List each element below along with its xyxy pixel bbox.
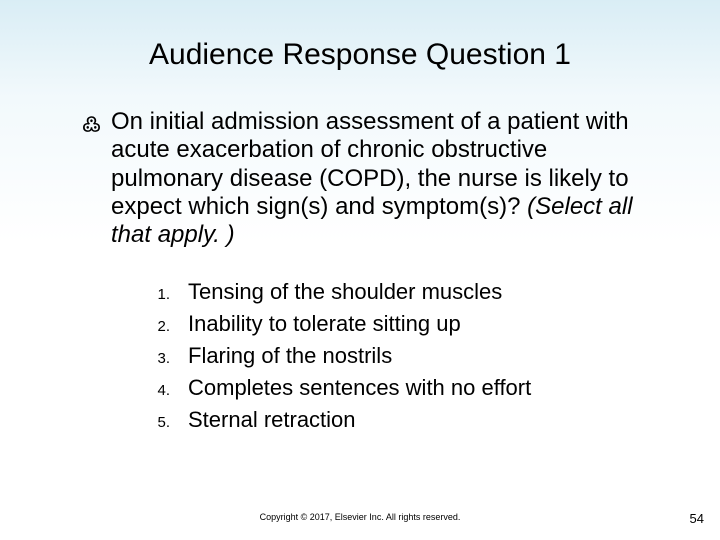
option-text: Completes sentences with no effort	[188, 374, 531, 402]
option-number: 1.	[138, 286, 170, 303]
question-text: On initial admission assessment of a pat…	[111, 108, 660, 250]
list-item: 1. Tensing of the shoulder muscles	[138, 278, 720, 306]
page-number: 54	[690, 511, 704, 526]
question-block: ߷ On initial admission assessment of a p…	[0, 108, 720, 250]
option-number: 4.	[138, 382, 170, 399]
list-item: 4. Completes sentences with no effort	[138, 374, 720, 402]
option-text: Tensing of the shoulder muscles	[188, 278, 502, 306]
option-number: 5.	[138, 414, 170, 431]
bullet-icon: ߷	[82, 110, 101, 137]
slide: Audience Response Question 1 ߷ On initia…	[0, 0, 720, 540]
list-item: 5. Sternal retraction	[138, 406, 720, 434]
copyright-text: Copyright © 2017, Elsevier Inc. All righ…	[0, 512, 720, 522]
list-item: 3. Flaring of the nostrils	[138, 342, 720, 370]
bullet-row: ߷ On initial admission assessment of a p…	[82, 108, 660, 250]
option-number: 3.	[138, 350, 170, 367]
options-list: 1. Tensing of the shoulder muscles 2. In…	[0, 278, 720, 435]
option-number: 2.	[138, 318, 170, 335]
option-text: Inability to tolerate sitting up	[188, 310, 461, 338]
option-text: Sternal retraction	[188, 406, 356, 434]
option-text: Flaring of the nostrils	[188, 342, 392, 370]
list-item: 2. Inability to tolerate sitting up	[138, 310, 720, 338]
slide-title: Audience Response Question 1	[0, 38, 720, 72]
